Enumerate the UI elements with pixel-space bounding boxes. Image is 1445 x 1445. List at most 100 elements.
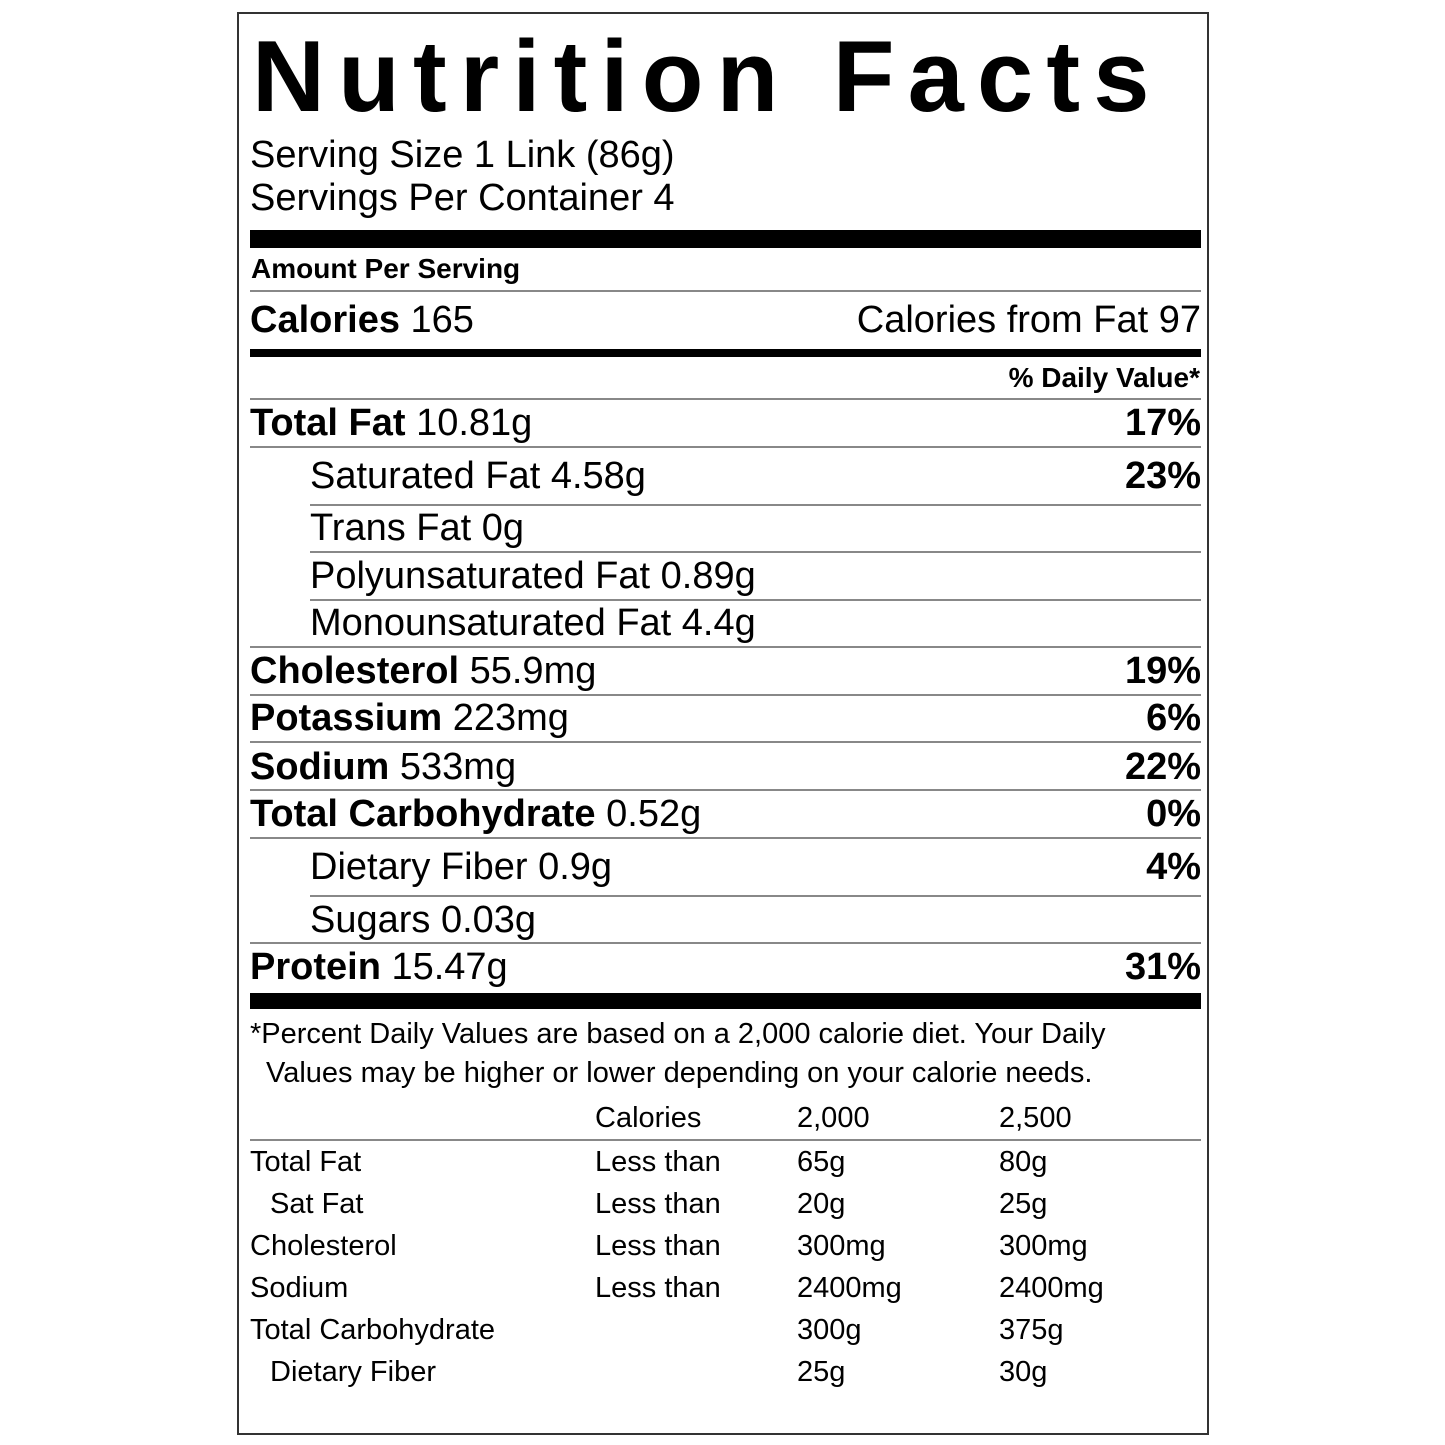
ref-2500: 80g — [999, 1146, 1048, 1178]
ref-2000: 300mg — [797, 1230, 886, 1262]
label-title: Nutrition Facts — [252, 21, 1163, 133]
ref-2000: 25g — [797, 1356, 846, 1388]
nutrient-amount: 10.81g — [416, 402, 533, 444]
reference-table-row: Dietary Fiber 25g 30g — [250, 1352, 1201, 1392]
ref-qualifier: Less than — [595, 1272, 721, 1304]
nutrient-amount: 0g — [481, 507, 525, 549]
ref-2500: 375g — [999, 1314, 1064, 1346]
nutrient-row-polyunsaturated-fat: Polyunsaturated Fat 0.89g — [250, 553, 1201, 599]
nutrient-label: Potassium — [250, 697, 443, 739]
nutrient-row-cholesterol: Cholesterol 55.9mg 19% — [250, 648, 1201, 694]
ref-2500: 300mg — [999, 1230, 1088, 1262]
nutrient-row-monounsaturated-fat: Monounsaturated Fat 4.4g — [250, 600, 1201, 646]
calories-value: 165 — [410, 299, 474, 341]
nutrient-label: Monounsaturated Fat — [310, 602, 672, 644]
nutrient-row-sodium: Sodium 533mg 22% — [250, 744, 1201, 790]
ref-2000: 2400mg — [797, 1272, 902, 1304]
nutrient-row-total-carbohydrate: Total Carbohydrate 0.52g 0% — [250, 791, 1201, 837]
nutrient-row-dietary-fiber: Dietary Fiber 0.9g 4% — [250, 844, 1201, 890]
nutrient-dv: 4% — [1146, 846, 1201, 888]
nutrient-dv: 19% — [1124, 650, 1201, 692]
ref-nutrient: Sodium — [250, 1272, 349, 1304]
nutrient-amount: 0.89g — [660, 555, 756, 597]
amount-per-serving: Amount Per Serving — [251, 253, 521, 284]
daily-value-header: % Daily Value* — [1008, 362, 1200, 393]
header-2500: 2,500 — [999, 1102, 1072, 1134]
nutrient-row-potassium: Potassium 223mg 6% — [250, 695, 1201, 741]
ref-nutrient: Dietary Fiber — [270, 1356, 436, 1388]
divider — [310, 504, 1201, 506]
divider — [250, 290, 1201, 292]
nutrient-row-total-fat: Total Fat 10.81g 17% — [250, 400, 1201, 446]
nutrient-amount: 15.47g — [391, 946, 508, 988]
header-2000: 2,000 — [797, 1102, 870, 1134]
ref-2500: 2400mg — [999, 1272, 1104, 1304]
medium-divider — [250, 349, 1201, 357]
nutrient-label: Saturated Fat — [310, 455, 541, 497]
reference-table-row: Total Carbohydrate 300g 375g — [250, 1310, 1201, 1350]
divider — [250, 646, 1201, 648]
calories-row: Calories 165 Calories from Fat 97 — [250, 297, 1201, 343]
ref-nutrient: Cholesterol — [250, 1230, 397, 1262]
nutrient-label: Total Carbohydrate — [250, 793, 596, 835]
ref-2000: 20g — [797, 1188, 846, 1220]
nutrient-label: Total Fat — [250, 402, 406, 444]
thick-divider — [250, 993, 1201, 1009]
header-calories: Calories — [595, 1102, 702, 1134]
reference-table-row: Cholesterol Less than 300mg 300mg — [250, 1226, 1201, 1266]
calories-from-fat: Calories from Fat 97 — [856, 299, 1201, 341]
divider — [250, 446, 1201, 448]
ref-qualifier: Less than — [595, 1188, 721, 1220]
nutrient-dv: 6% — [1146, 697, 1201, 739]
nutrient-row-saturated-fat: Saturated Fat 4.58g 23% — [250, 453, 1201, 499]
nutrient-label: Dietary Fiber — [310, 846, 528, 888]
divider — [250, 837, 1201, 839]
ref-2000: 65g — [797, 1146, 846, 1178]
nutrient-amount: 4.58g — [550, 455, 646, 497]
ref-nutrient: Sat Fat — [270, 1188, 364, 1220]
nutrient-row-sugars: Sugars 0.03g — [250, 897, 1201, 943]
ref-qualifier: Less than — [595, 1146, 721, 1178]
serving-size: Serving Size 1 Link (86g) — [250, 134, 675, 176]
ref-2500: 30g — [999, 1356, 1048, 1388]
thick-divider — [250, 230, 1201, 248]
ref-2000: 300g — [797, 1314, 862, 1346]
nutrient-amount: 223mg — [452, 697, 569, 739]
nutrient-row-trans-fat: Trans Fat 0g — [250, 505, 1201, 551]
divider — [310, 599, 1201, 601]
nutrient-label: Trans Fat — [310, 507, 472, 549]
nutrient-amount: 0.9g — [538, 846, 613, 888]
reference-table-row: Total Fat Less than 65g 80g — [250, 1142, 1201, 1182]
nutrient-amount: 0.52g — [606, 793, 702, 835]
ref-nutrient: Total Carbohydrate — [250, 1314, 496, 1346]
nutrient-label: Polyunsaturated Fat — [310, 555, 651, 597]
nutrient-dv: 23% — [1124, 455, 1201, 497]
divider — [250, 398, 1201, 400]
nutrient-dv: 17% — [1124, 402, 1201, 444]
divider — [250, 694, 1201, 696]
divider — [310, 895, 1201, 897]
divider — [250, 1139, 1201, 1141]
reference-table-row: Sat Fat Less than 20g 25g — [250, 1184, 1201, 1224]
calories-label: Calories — [250, 299, 400, 341]
nutrient-amount: 533mg — [399, 746, 517, 788]
nutrient-amount: 0.03g — [440, 899, 537, 941]
nutrition-label-border — [237, 12, 1209, 1435]
nutrient-amount: 4.4g — [681, 602, 756, 644]
nutrient-dv: 22% — [1124, 746, 1201, 788]
nutrient-dv: 0% — [1146, 793, 1201, 835]
servings-per-container: Servings Per Container 4 — [250, 177, 675, 219]
nutrient-label: Protein — [250, 946, 381, 988]
footnote-line-1: *Percent Daily Values are based on a 2,0… — [250, 1018, 1106, 1050]
nutrient-row-protein: Protein 15.47g 31% — [250, 944, 1201, 990]
reference-table-row: Sodium Less than 2400mg 2400mg — [250, 1268, 1201, 1308]
divider — [250, 789, 1201, 791]
ref-2500: 25g — [999, 1188, 1048, 1220]
nutrient-label: Cholesterol — [250, 650, 460, 692]
ref-qualifier: Less than — [595, 1230, 721, 1262]
nutrient-label: Sodium — [250, 746, 390, 788]
ref-nutrient: Total Fat — [250, 1146, 362, 1178]
nutrient-amount: 55.9mg — [469, 650, 597, 692]
reference-table-header: Calories 2,000 2,500 — [250, 1098, 1201, 1138]
divider — [250, 741, 1201, 743]
